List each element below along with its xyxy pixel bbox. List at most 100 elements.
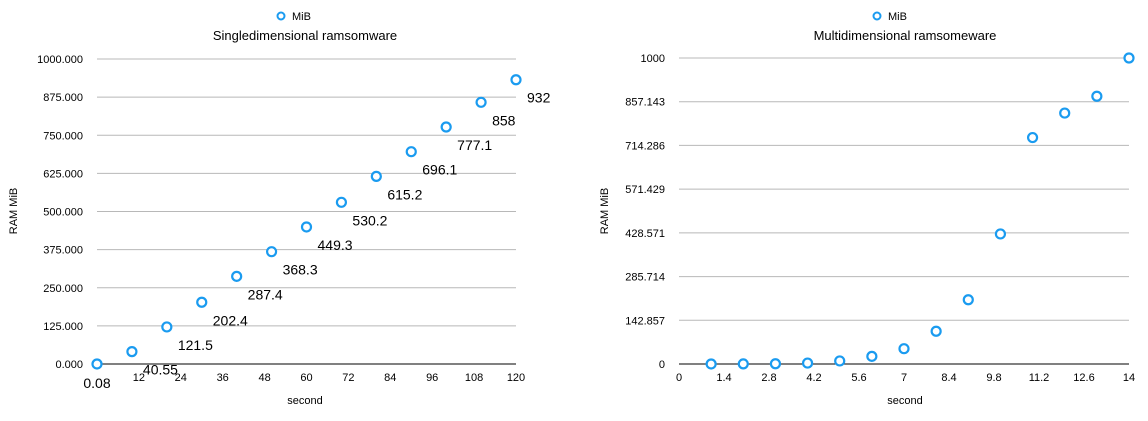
x-tick-label: 72 [342, 372, 354, 384]
x-tick-label: 60 [300, 372, 312, 384]
y-axis-title: RAM MiB [8, 188, 20, 234]
x-tick-label: 12 [133, 372, 145, 384]
x-tick-label: 120 [507, 372, 525, 384]
y-tick-label: 1000 [641, 53, 665, 65]
data-point [161, 321, 173, 333]
x-tick-label: 7 [901, 372, 907, 384]
x-tick-label: 36 [217, 372, 229, 384]
y-axis-title: RAM MiB [599, 188, 611, 234]
chart-title: Singledimensional ramsomware [213, 28, 397, 43]
data-point [405, 146, 417, 158]
data-point [930, 325, 942, 337]
y-tick-labels: 0.000 125.000 250.000 375.000 500.000 625.000… [37, 54, 83, 371]
data-point [737, 358, 749, 370]
x-tick-label: 8.4 [941, 372, 956, 384]
y-tick-label: 375.000 [43, 245, 83, 257]
x-tick-label: 4.2 [806, 372, 821, 384]
y-tick-labels: 0 142.857 285.714 428.571 571.429 714.286 857.… [625, 53, 665, 371]
data-label: 0.08 [83, 375, 110, 391]
x-tick-label: 108 [465, 372, 483, 384]
x-tick-label: 48 [258, 372, 270, 384]
data-point [91, 358, 103, 370]
data-point [866, 350, 878, 362]
data-label: 530.2 [352, 212, 387, 228]
data-label: 121.5 [178, 337, 213, 353]
chart-title: Multidimensional ramsomeware [814, 28, 997, 43]
y-tick-label: 875.000 [43, 92, 83, 104]
data-point [834, 355, 846, 367]
x-tick-label: 5.6 [851, 372, 866, 384]
x-tick-labels: 0 1.4 2.8 4.2 5.6 7 8.4 9.8 11.2 12.6 14 [676, 372, 1135, 384]
y-tick-label: 0.000 [55, 359, 83, 371]
data-point [475, 96, 487, 108]
data-point [335, 196, 348, 208]
data-point [1123, 52, 1135, 64]
gridlines [679, 57, 1129, 321]
data-point [994, 228, 1007, 240]
y-tick-label: 571.429 [625, 184, 665, 196]
data-points [705, 52, 1135, 370]
data-label: 858 [492, 112, 516, 128]
legend-label: MiB [292, 11, 311, 23]
data-point [705, 358, 717, 370]
data-point [1059, 107, 1071, 119]
legend: MiB [276, 11, 311, 23]
y-tick-label: 625.000 [43, 168, 83, 180]
x-tick-label: 9.8 [986, 372, 1001, 384]
y-tick-label: 285.714 [625, 272, 665, 284]
data-label: 368.3 [283, 262, 318, 278]
y-tick-label: 714.286 [625, 140, 665, 152]
data-points [91, 74, 522, 370]
x-tick-label: 14 [1123, 372, 1135, 384]
x-tick-label: 24 [175, 372, 187, 384]
data-label: 202.4 [213, 312, 248, 328]
multidimensional-chart: MiB Multidimensional ramsomeware RAM MiB… [599, 11, 1135, 407]
x-tick-label: 96 [426, 372, 438, 384]
data-point [962, 294, 974, 306]
data-point [510, 74, 522, 86]
data-label: 287.4 [248, 286, 283, 302]
data-point [196, 296, 208, 308]
data-label: 777.1 [457, 137, 492, 153]
data-label: 40.55 [143, 362, 178, 378]
data-point [231, 270, 243, 282]
data-point [898, 343, 910, 355]
x-tick-label: 11.2 [1029, 372, 1050, 384]
y-tick-label: 750.000 [43, 130, 83, 142]
y-tick-label: 125.000 [43, 321, 83, 333]
data-label: 932 [527, 90, 551, 106]
legend: MiB [872, 11, 907, 23]
data-point [1026, 131, 1039, 144]
singledimensional-chart: MiB Singledimensional ramsomware RAM MiB… [8, 11, 551, 407]
x-tick-label: 1.4 [716, 372, 731, 384]
data-point [265, 246, 278, 258]
x-axis-title: second [287, 395, 322, 407]
y-tick-label: 857.143 [625, 97, 665, 109]
data-point [769, 358, 782, 370]
data-label: 696.1 [422, 162, 457, 178]
y-tick-label: 250.000 [43, 283, 83, 295]
data-point [126, 346, 138, 358]
data-point [370, 170, 382, 182]
y-tick-label: 0 [659, 359, 665, 371]
gridlines [97, 58, 516, 327]
legend-label: MiB [888, 11, 907, 23]
data-label: 449.3 [318, 237, 353, 253]
x-tick-label: 84 [384, 372, 396, 384]
legend-marker [276, 11, 286, 21]
x-tick-label: 0 [676, 372, 682, 384]
y-tick-label: 1000.000 [37, 54, 83, 66]
data-point [801, 357, 814, 369]
x-axis-title: second [887, 395, 922, 407]
legend-marker [872, 11, 882, 21]
x-tick-labels: 12 24 36 48 60 72 84 96 108 120 [133, 372, 525, 384]
y-tick-label: 428.571 [625, 228, 665, 240]
data-labels: 0.0840.55121.5202.4287.4368.3449.3530.26… [83, 90, 550, 391]
data-label: 615.2 [387, 186, 422, 202]
x-tick-label: 12.6 [1073, 372, 1094, 384]
data-point [1091, 90, 1103, 102]
data-point [300, 221, 313, 233]
x-tick-label: 2.8 [761, 372, 776, 384]
y-tick-label: 500.000 [43, 207, 83, 219]
data-point [440, 121, 452, 133]
